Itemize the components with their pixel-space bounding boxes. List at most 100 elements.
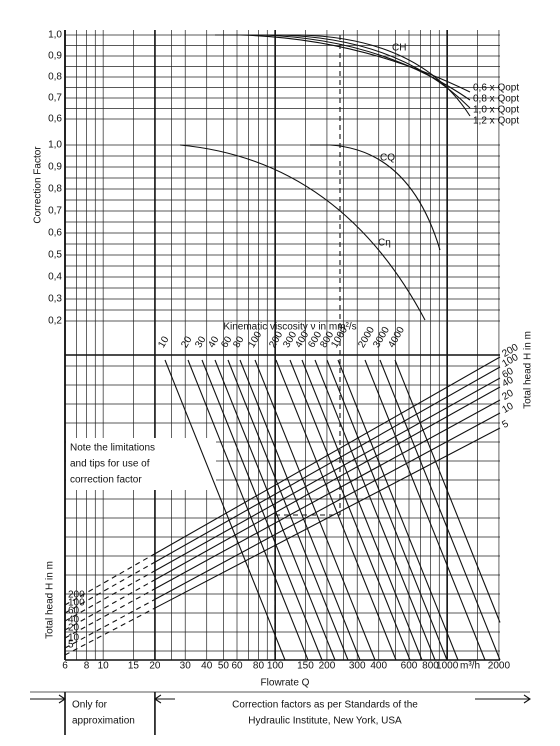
head-label-left: 10 (68, 633, 80, 644)
viscosity-label: 40 (206, 334, 221, 350)
viscosity-label: 10 (156, 334, 171, 350)
viscosity-line (337, 359, 459, 661)
x-tick-label: 600 (401, 661, 418, 672)
head-line-dashed (64, 588, 156, 639)
x-axis-label: Flowrate Q (261, 678, 310, 689)
head-line-dashed (64, 607, 156, 656)
ch-curve (215, 34, 471, 109)
head-label-left: 20 (68, 623, 80, 634)
ceta-curve (179, 144, 426, 321)
x-tick-label: 6 (62, 661, 68, 672)
ch-scale-label: 0,8 (48, 72, 62, 83)
head-line-dashed (64, 598, 156, 649)
head-line (154, 366, 501, 563)
x-tick-label: 50 (218, 661, 230, 672)
viscosity-label: 20 (179, 334, 194, 350)
qopt-label: 0,6 x Qopt (473, 83, 519, 94)
ceta-label: Cη (378, 238, 391, 249)
viscosity-line (275, 359, 397, 661)
y-axis-label: Correction Factor (33, 146, 44, 224)
ch-curve (215, 34, 471, 93)
footer-left: approximation (72, 716, 135, 727)
head-title-left: Total head H in m (45, 561, 56, 639)
x-tick-label: 40 (201, 661, 213, 672)
x-tick-label: 80 (253, 661, 265, 672)
cq-scale-label: 0,7 (48, 206, 62, 217)
head-line (154, 412, 501, 600)
viscosity-label: 60 (219, 334, 234, 350)
cq-label: CQ (380, 153, 395, 164)
viscosity-line (379, 359, 501, 661)
viscosity-line (326, 359, 448, 661)
qopt-label: 1,2 x Qopt (473, 116, 519, 127)
cq-curve (310, 144, 441, 251)
note-line: correction factor (70, 475, 142, 486)
viscosity-line (301, 359, 423, 661)
footer-left: Only for (72, 700, 108, 711)
ch-scale-label: 0,9 (48, 51, 62, 62)
viscosity-line (289, 359, 411, 661)
viscosity-title: Kinematic viscosity ν in mm²/s (223, 322, 356, 333)
viscosity-label: 30 (193, 334, 208, 350)
head-line (154, 386, 501, 581)
arrow (153, 694, 175, 704)
viscosity-line (394, 359, 501, 623)
cq-scale-label: 1,0 (48, 140, 62, 151)
head-line (154, 399, 501, 590)
x-tick-label: 1000 (436, 661, 459, 672)
arrow (475, 694, 531, 704)
qopt-label: 1,0 x Qopt (473, 105, 519, 116)
viscosity-line (227, 359, 349, 661)
x-tick-label: 150 (297, 661, 314, 672)
cq-scale-label: 0,9 (48, 162, 62, 173)
x-tick-label: 15 (128, 661, 140, 672)
qopt-label: 0,8 x Qopt (473, 94, 519, 105)
viscosity-line (254, 359, 376, 661)
cq-scale-label: 0,2 (48, 316, 62, 327)
ch-scale-label: 0,7 (48, 93, 62, 104)
ch-scale-label: 1,0 (48, 30, 62, 41)
head-label-right: 20 (500, 388, 516, 403)
cq-scale-label: 0,4 (48, 272, 62, 283)
viscosity-line (214, 359, 336, 661)
viscosity-line (164, 359, 286, 661)
cq-scale-label: 0,3 (48, 294, 62, 305)
ch-label: CH (392, 43, 406, 54)
cq-scale-label: 0,8 (48, 184, 62, 195)
viscosity-line (364, 359, 486, 661)
x-tick-label: 10 (98, 661, 110, 672)
ch-scale-label: 0,6 (48, 114, 62, 125)
head-line (154, 427, 501, 609)
x-tick-label: 30 (180, 661, 192, 672)
viscosity-label: 80 (231, 334, 246, 350)
note-line: and tips for use of (70, 459, 150, 470)
x-tick-label: 400 (370, 661, 387, 672)
viscosity-label: 4000 (386, 325, 407, 350)
cq-scale-label: 0,5 (48, 250, 62, 261)
footer-right: Correction factors as per Standards of t… (232, 700, 418, 711)
x-tick-label: 800 (422, 661, 439, 672)
footer-right: Hydraulic Institute, New York, USA (248, 716, 402, 727)
x-tick-label: 200 (319, 661, 336, 672)
note-line: Note the limitations (70, 443, 155, 454)
x-tick-label: 100 (267, 661, 284, 672)
head-label-right: 60 (500, 366, 516, 381)
note-box (66, 438, 216, 490)
head-label-left: 200 (68, 590, 85, 601)
head-label-left: 5 (68, 640, 74, 651)
ch-curve (215, 34, 471, 117)
head-label-left: 40 (68, 615, 80, 626)
head-line-dashed (64, 570, 156, 622)
viscosity-line (314, 359, 436, 661)
arrow (30, 694, 66, 704)
cq-scale-label: 0,6 (48, 228, 62, 239)
x-tick-label: 300 (349, 661, 366, 672)
head-line (154, 377, 501, 572)
head-label-right: 10 (500, 401, 516, 416)
head-label-left: 60 (68, 606, 80, 617)
head-label-right: 40 (500, 375, 516, 390)
x-tick-label: 2000 (488, 661, 511, 672)
x-tick-label: m³/h (460, 661, 480, 672)
viscosity-line (201, 359, 323, 661)
